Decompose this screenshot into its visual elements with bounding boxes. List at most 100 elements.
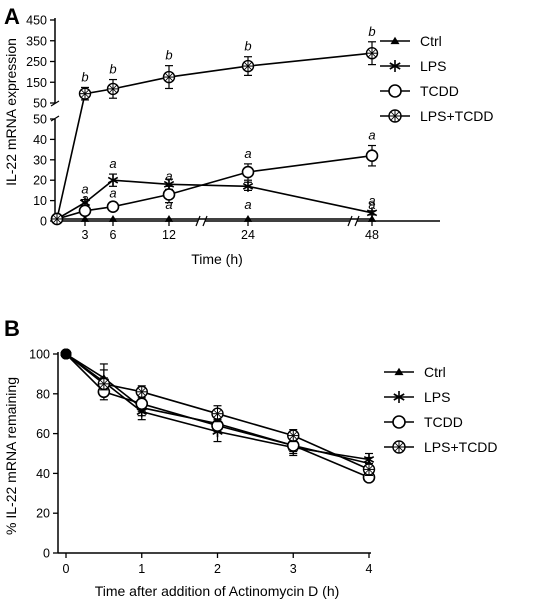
panel-a-series-lps-tcdd-point-cross-d2 [52,214,62,224]
panel-a-series-lps-point-ray [366,209,378,217]
panel-b-legend-tcdd-label: TCDD [424,414,463,430]
panel-a-series-ctrl-point-shape [164,214,174,222]
panel-a-series-tcdd-significance-label: a [109,186,116,201]
panel-a-series-tcdd-significance-label: a [244,146,251,161]
panel-a-legend-lps-tcdd-marker [388,109,402,123]
panel-a-legend-ctrl-label: Ctrl [420,33,442,49]
panel-a-series-lps-tcdd-significance-label: b [165,48,172,63]
panel-a-legend-tcdd-marker [388,84,402,98]
panel-b-series-lps-tcdd-point-cross-d2 [99,379,109,388]
panel-a-series-ctrl-point [80,214,90,222]
panel-a-series-ctrl-point-shape [80,214,90,222]
panel-b-y-tick-label: 60 [36,427,50,441]
panel-b-series-lps-tcdd-point [60,348,72,360]
panel-b-series-lps-tcdd-point [135,385,148,399]
panel-b-y-tick-label: 100 [29,348,50,362]
panel-a-series-lps-tcdd-point [78,87,92,100]
panel-a-y-tick-label: 450 [26,14,47,28]
panel-a-y-tick-label: 30 [33,153,47,167]
panel-a-series-lps-tcdd-point-cross-d2 [367,49,377,58]
panel-b-legend-lps-marker [393,391,405,403]
panel-a-y-tick-label: 150 [26,76,47,90]
panel-b-y-tick-label: 0 [43,547,50,561]
panel-a-series-lps-tcdd-point-cross-d2 [243,61,253,71]
panel-b-series-lps-tcdd-line [65,353,370,471]
panel-a-series-tcdd-point-ring [241,165,255,179]
panel-a-y-tick-label: 350 [26,34,47,48]
panel-a-legend-ctrl-marker-shape [390,36,400,45]
panel-a-series-lps-point [366,207,378,219]
panel-a-series-lps-point [242,180,254,192]
panel-b-legend-tcdd-marker-ring [392,415,406,429]
panel-b-y-tick-label: 80 [36,387,50,401]
panel-a-legend-lps-marker [389,60,401,72]
panel-b-legend-tcdd-marker [392,415,406,429]
panel-a-series-tcdd-significance-label: a [368,128,375,143]
panel-a-series-lps-tcdd-line [56,52,373,220]
panel-a-x-break-mark [195,215,201,227]
panel-a-y-tick-label: 50 [33,97,47,111]
panel-a-y-tick-label: 20 [33,174,47,188]
panel-a-series-lps-tcdd-point [106,82,120,96]
panel-b-series-lps-tcdd-point [287,429,300,442]
panel-b-series-lps-tcdd-point-cross-d2 [364,465,374,474]
panel-b-series-lps-tcdd-point [362,463,376,476]
panel-b-legend-lps-marker-ray [393,393,405,401]
panel-b-legend-lps-tcdd-marker [392,440,406,454]
panel-a-y-tick-label: 40 [33,133,47,147]
panel-a-series-lps-line [56,179,373,220]
panel-a-series-lps-tcdd-point-cross-d2 [80,89,90,98]
panel-b-legend-ctrl-marker-shape [394,367,404,376]
panel-b-series-tcdd-line [65,353,370,479]
panel-a-series-lps-point-ray [242,182,254,190]
panel-a-series-ctrl-point-shape [367,214,377,222]
panel-b-x-tick-label: 0 [63,562,70,576]
panel-a-series-ctrl-significance-label: a [368,197,375,212]
panel-b-series-ctrl-line [65,353,370,465]
panel-a-series-lps-point-ray [107,176,119,184]
panel-a-series-tcdd-point-ring [78,204,92,218]
panel-a-series-lps-tcdd-significance-label: b [109,62,116,77]
panel-a-series-ctrl-significance-label: a [165,197,172,212]
panel-a-series-lps-tcdd-point-cross-d2 [108,84,118,94]
panel-b-series-tcdd-point [135,397,149,411]
panel-a-series-lps-tcdd-significance-label: b [368,24,375,39]
panel-b-legend-lps-tcdd-marker-cross-d2 [394,442,404,452]
panel-a-x-tick-label: 48 [365,228,379,242]
panel-a-series-lps-significance-label: a [81,182,88,197]
panel-a-series-tcdd-point [162,188,176,201]
panel-a-legend-lps-label: LPS [420,58,446,74]
panel-a-series-tcdd-point-ring [365,149,379,163]
panel-a-x-tick-label: 3 [82,228,89,242]
panel-b-y-axis-title: % IL-22 mRNA remaining [3,377,19,535]
panel-a-y-tick-label: 50 [33,113,47,127]
panel-b-series-lps-tcdd-point [97,377,111,391]
panel-a-series-tcdd-significance-label: a [165,168,172,183]
panel-a-legend-tcdd-marker-ring [388,84,402,98]
panel-a-series-lps-tcdd-point [162,70,176,84]
panel-b-series-lps-point-ray [363,456,375,463]
panel-b-y-tick-label: 20 [36,507,50,521]
panel-a-y-tick-label: 10 [33,194,47,208]
panel-b-plot: 0 20 40 60 80 100 0 1 2 3 4 Ctrl LPS TCDD LPS+TCDD [29,348,497,577]
panel-a-series-lps-point-ray [79,199,91,207]
panel-a-y-tick-label: 250 [26,55,47,69]
panel-b-x-tick-label: 3 [290,562,297,576]
panel-a-series-tcdd-point [78,204,92,218]
panel-a-series-ctrl-point [108,214,118,222]
panel-a-y-axis-title: IL-22 mRNA expression [3,38,19,186]
panel-a-series-ctrl-point [164,214,174,222]
panel-b-series-lps-tcdd-point-cross-d2 [137,387,146,396]
panel-a-series-tcdd-point [365,149,379,163]
panel-a-x-break-mark [347,215,353,227]
panel-a-y-tick-label: 0 [40,215,47,229]
panel-a-series-lps-significance-label: a [368,193,375,208]
panel-a-series-ctrl-significance-label: a [244,197,251,212]
panel-a-series-tcdd-point-ring [162,188,176,201]
panel-b-series-lps-tcdd-point-cross-d2 [213,409,222,418]
panel-b-label: B [4,316,20,341]
panel-a-series-tcdd-point-ring [106,200,120,214]
panel-a-x-break-mark [202,215,208,227]
